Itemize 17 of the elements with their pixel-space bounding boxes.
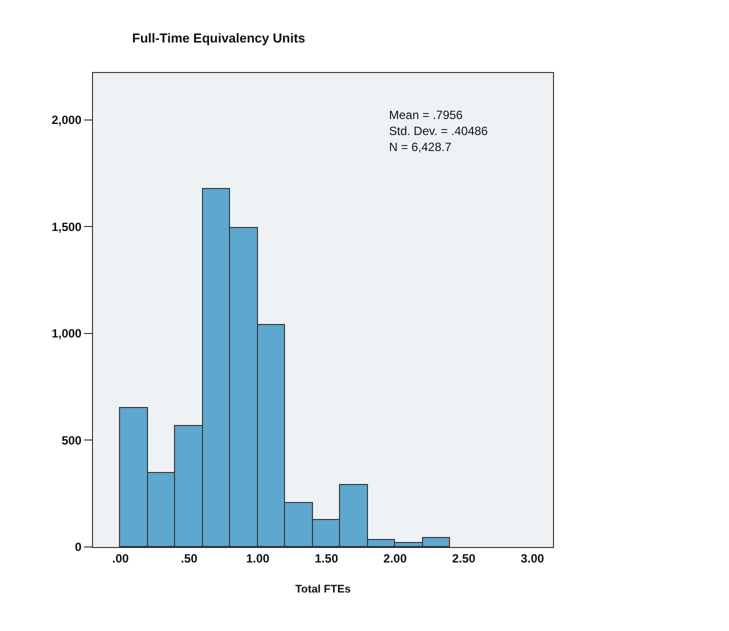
x-axis-title: Total FTEs	[295, 584, 351, 596]
x-tick-label: 2.50	[452, 551, 476, 566]
chart-title: Full-Time Equivalency Units	[132, 30, 306, 46]
x-tick-label: 1.00	[246, 551, 270, 566]
y-tick-label: 1,500	[52, 220, 82, 234]
y-tick-label: 1,000	[52, 326, 82, 341]
x-tick-label: 3.00	[520, 551, 544, 566]
annotation: Std. Dev. = .40486	[389, 124, 488, 138]
y-tick-label: 0	[74, 540, 82, 554]
annotation: Mean = .7956	[389, 108, 464, 122]
x-tick-label: .00	[112, 551, 130, 566]
x-tick-label: 2.00	[383, 551, 408, 566]
annotation: N = 6,428.7	[389, 140, 452, 154]
y-tick-label: 2,000	[52, 113, 82, 128]
x-tick-label: 1.50	[314, 551, 338, 566]
x-tick-label: .50	[180, 551, 198, 566]
y-tick-label: 500	[62, 433, 82, 448]
